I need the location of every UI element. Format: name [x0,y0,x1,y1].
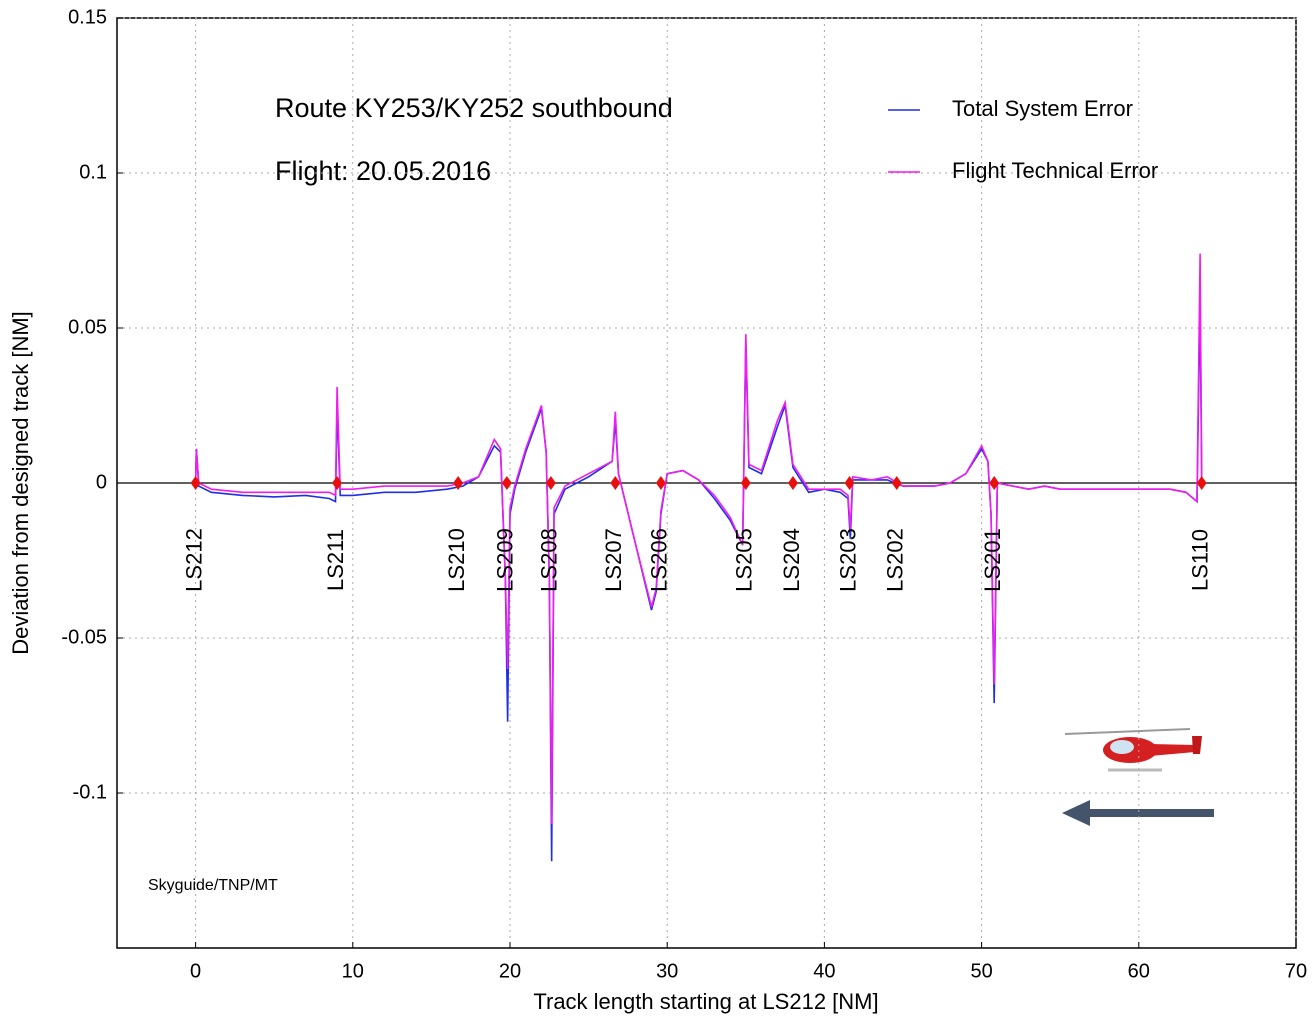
x-tick-label: 40 [813,960,835,982]
x-tick-label: 50 [970,960,992,982]
waypoint-marker [610,476,621,490]
annotation: Flight: 20.05.2016 [275,156,491,186]
waypoint-marker [844,476,855,490]
waypoint-label: LS203 [835,528,860,592]
waypoint-marker [891,476,902,490]
waypoint-label: LS212 [181,528,206,592]
y-tick-label: 0 [96,471,107,493]
x-tick-label: 0 [190,960,201,982]
waypoint-marker [545,476,556,490]
y-tick-label: 0.1 [79,161,107,183]
waypoint-label: LS211 [323,529,348,591]
y-tick-label: 0.15 [68,6,107,28]
waypoint-marker [332,476,343,490]
waypoint-label: LS202 [883,528,908,592]
waypoint-label: LS207 [601,528,626,592]
y-axis-label: Deviation from designed track [NM] [8,311,33,655]
x-tick-label: 60 [1128,960,1150,982]
x-tick-label: 20 [499,960,521,982]
legend-label: Flight Technical Error [952,158,1158,183]
waypoint-label: LS209 [493,528,518,592]
waypoint-marker [1196,476,1207,490]
waypoint-label: LS206 [647,528,672,592]
y-tick-label: -0.05 [61,626,107,648]
waypoint-marker [989,476,1000,490]
waypoint-label: LS110 [1187,529,1212,591]
waypoint-marker [787,476,798,490]
series-line [194,253,1203,825]
waypoint-marker [453,476,464,490]
y-tick-label: 0.05 [68,316,107,338]
waypoint-label: LS205 [732,528,757,592]
waypoint-label: LS201 [980,528,1005,592]
waypoint-label: LS210 [444,528,469,592]
x-tick-label: 30 [656,960,678,982]
waypoint-marker [740,476,751,490]
annotation: Skyguide/TNP/MT [148,877,278,894]
waypoint-marker [501,476,512,490]
waypoint-label: LS208 [537,528,562,592]
legend-label: Total System Error [952,96,1133,121]
y-tick-label: -0.1 [73,781,107,803]
waypoint-marker [655,476,666,490]
direction-arrow [1062,800,1214,826]
annotation: Route KY253/KY252 southbound [275,93,673,123]
x-tick-label: 70 [1285,960,1307,982]
waypoint-label: LS204 [779,528,804,592]
helicopter-icon [1064,728,1202,772]
waypoint-marker [190,476,201,490]
x-tick-label: 10 [342,960,364,982]
x-axis-label: Track length starting at LS212 [NM] [533,989,878,1014]
